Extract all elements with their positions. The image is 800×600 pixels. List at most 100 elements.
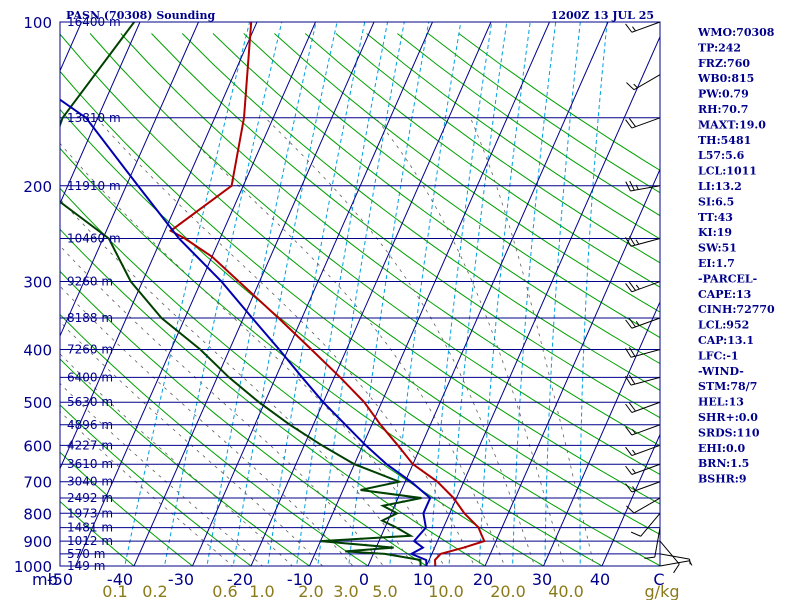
dry-adiabat-line [120, 33, 660, 447]
isotherm-line [74, 22, 316, 566]
temperature-tick-label: -50 [47, 570, 73, 589]
wind-barb [625, 463, 661, 475]
dry-adiabat-line [60, 228, 486, 566]
pressure-tick-label: 400 [23, 342, 52, 360]
wind-barb-shaft [633, 497, 661, 514]
pressure-tick-label: 200 [23, 178, 52, 196]
wetbulb-profile [60, 98, 432, 566]
wind-barb-half-flag [633, 83, 638, 89]
dry-adiabat-line [60, 404, 252, 566]
index-entry: LI:13.2 [698, 180, 742, 193]
index-entry: CAP:13.1 [698, 334, 754, 347]
dry-adiabat-line [60, 313, 369, 566]
wind-barb-shaft [631, 281, 661, 293]
mixing-ratio-line [579, 22, 608, 566]
temperature-tick-label: 0 [359, 570, 369, 589]
wind-barb [625, 180, 661, 192]
wind-barb-flag [628, 281, 636, 291]
wind-barb-shaft [630, 349, 661, 358]
wind-barb-flag [625, 465, 633, 475]
wind-barb [625, 236, 661, 247]
index-entry: EHI:0.0 [698, 442, 745, 455]
isotherm-line [250, 22, 492, 566]
temperature-tick-label: -40 [107, 570, 133, 589]
wind-barb-shaft [631, 401, 661, 413]
mixing-ratio-line [428, 22, 493, 566]
height-label: 11910 m [67, 179, 121, 193]
wind-barb-shaft [630, 376, 661, 386]
wind-barb-flag [625, 348, 632, 358]
index-entry: RH:70.7 [698, 103, 748, 116]
mixing-ratio-tick-label: 0.1 [102, 582, 127, 600]
height-label: 16400 m [67, 15, 121, 29]
wind-barb [625, 444, 661, 457]
mixing-ratio-tick-label: 0.2 [142, 582, 167, 600]
index-entry: SHR+:0.0 [698, 411, 758, 424]
wind-barb-flag [625, 483, 633, 493]
wind-barb [625, 117, 661, 129]
temperature-profile [168, 22, 486, 566]
wind-barb-shaft [631, 117, 661, 129]
mixing-ratio-line [206, 22, 317, 566]
wind-barb [625, 21, 661, 33]
wind-barb-half-flag [635, 184, 639, 190]
height-label: 1012 m [67, 534, 113, 548]
wind-barb-flag [625, 375, 632, 386]
height-label: 8188 m [67, 311, 113, 325]
wind-barb-flag [625, 181, 631, 192]
pressure-tick-label: 300 [23, 274, 52, 292]
mixing-ratio-tick-label: 20.0 [490, 582, 526, 600]
height-label: 1481 m [67, 521, 113, 535]
wind-barb [625, 317, 661, 329]
wind-barb [625, 481, 661, 493]
temperature-tick-label: 20 [473, 570, 493, 589]
wind-barb-shaft [659, 540, 680, 565]
index-entry: TT:43 [698, 211, 733, 224]
pressure-tick-label: 800 [23, 505, 52, 523]
index-entry: LCL:1011 [698, 165, 757, 178]
temperature-tick-label: 30 [532, 570, 552, 589]
mixing-ratio-line [389, 22, 462, 566]
wind-barb [625, 281, 661, 293]
index-entry: SRDS:110 [698, 426, 760, 439]
wind-barb-flag [630, 531, 641, 537]
height-label: 149 m [67, 559, 105, 573]
dry-adiabat-line [60, 451, 194, 566]
mixing-ratio-tick-label: 10.0 [428, 582, 464, 600]
isotherm-line [60, 22, 258, 470]
wind-barb-shaft [659, 560, 690, 567]
temperature-unit-label: C [653, 570, 664, 589]
wind-barb-flag [625, 403, 633, 413]
dry-adiabat-line [60, 358, 311, 566]
wind-barb-half-flag [632, 468, 636, 474]
mixing-ratio-tick-label: 0.6 [212, 582, 237, 600]
mixing-ratio-line [163, 22, 283, 566]
wind-barb-shaft [630, 185, 661, 192]
index-entry: LCL:952 [698, 319, 749, 332]
wind-barb-flag [628, 318, 636, 328]
pressure-tick-label: 1000 [14, 558, 52, 576]
wind-barb-half-flag [632, 449, 636, 455]
wind-barb-shaft [654, 527, 661, 558]
temperature-tick-label: -20 [227, 570, 253, 589]
index-entry: TH:5481 [698, 134, 751, 147]
chart-frame [59, 21, 661, 567]
wind-barb-shaft [659, 553, 690, 560]
wind-barb-flag [625, 446, 633, 456]
dry-adiabat-line [60, 500, 135, 566]
wind-barb-half-flag [635, 321, 640, 326]
isotherm-line [367, 22, 609, 566]
height-label: 4227 m [67, 438, 113, 452]
height-label: 10460 m [67, 231, 121, 245]
wind-barb-shaft [631, 317, 661, 329]
wind-barb-shaft [631, 463, 661, 475]
temperature-tick-label: 40 [590, 570, 610, 589]
wind-barb-half-flag [632, 26, 636, 32]
dry-adiabat-line [274, 33, 660, 313]
index-entry: EI:1.7 [698, 257, 735, 270]
index-entry: WB0:815 [697, 72, 754, 85]
mixing-ratio-line [448, 22, 508, 566]
pressure-tick-label: 600 [23, 437, 52, 455]
index-entry: L57:5.6 [698, 149, 745, 162]
